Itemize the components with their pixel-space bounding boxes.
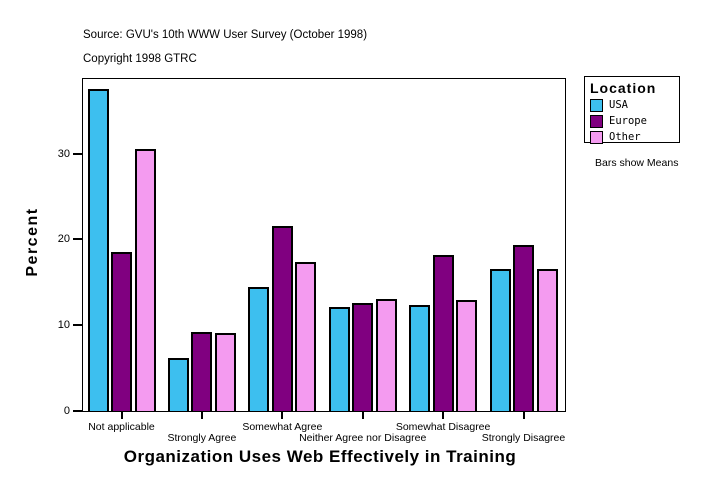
bar-europe-4	[352, 303, 374, 411]
bar-usa-2	[167, 358, 189, 411]
legend-item-label: USA	[609, 99, 628, 111]
x-tick-mark	[361, 412, 364, 419]
bar-other-4	[375, 299, 397, 411]
x-category-label: Neither Agree nor Disagree	[299, 432, 427, 444]
bar-europe-6	[513, 245, 534, 411]
x-tick-mark	[442, 412, 445, 419]
x-category-label: Not applicable	[88, 421, 155, 433]
bar-europe-5	[432, 255, 454, 411]
legend-item-other: Other	[590, 130, 679, 144]
y-tick-label: 30	[57, 147, 70, 160]
bar-other-2	[214, 333, 236, 411]
bar-usa-4	[328, 307, 350, 411]
chart-title: Organization Uses Web Effectively in Tra…	[123, 447, 517, 466]
bar-group	[328, 79, 397, 411]
x-tick-mark	[281, 412, 284, 419]
bar-usa-5	[409, 305, 431, 411]
source-line: Source: GVU's 10th WWW User Survey (Octo…	[83, 29, 368, 41]
copyright-line: Copyright 1998 GTRC	[83, 53, 197, 65]
y-tick-mark	[73, 152, 82, 155]
plot-area	[82, 78, 566, 412]
y-tick-mark	[73, 324, 82, 327]
bar-other-5	[456, 300, 478, 411]
x-tick-mark	[200, 412, 203, 419]
y-tick-label: 10	[57, 319, 70, 332]
legend-swatch-europe	[590, 114, 603, 128]
y-tick-label: 20	[57, 233, 70, 246]
bar-other-6	[536, 269, 558, 411]
y-tick-mark	[73, 238, 82, 241]
legend-swatch-other	[590, 130, 603, 144]
x-category-label: Strongly Agree	[167, 432, 237, 444]
bar-usa-3	[248, 287, 270, 411]
x-category-label: Strongly Disagree	[481, 432, 566, 444]
bar-other-1	[134, 149, 156, 411]
bar-group	[167, 79, 236, 411]
x-category-label: Somewhat Agree	[242, 421, 323, 433]
x-tick-mark	[522, 412, 525, 419]
x-category-label: Somewhat Disagree	[395, 421, 491, 433]
legend-item-europe: Europe	[590, 114, 679, 128]
bar-group	[409, 79, 478, 411]
bar-group	[248, 79, 317, 411]
bar-usa-1	[87, 89, 109, 411]
bar-europe-1	[111, 252, 132, 411]
bar-other-3	[295, 262, 317, 411]
bar-group	[87, 79, 156, 411]
legend-item-label: Other	[609, 131, 641, 143]
y-tick-label: 0	[63, 405, 70, 417]
bar-group	[489, 79, 558, 411]
legend-swatch-usa	[590, 98, 603, 112]
legend-items: USA Europe Other	[590, 98, 679, 144]
bar-usa-6	[489, 269, 511, 411]
y-tick-mark	[73, 410, 82, 412]
bar-europe-2	[191, 332, 213, 411]
legend-note: Bars show Means	[595, 157, 679, 169]
legend-box: Location USA Europe Other	[584, 76, 680, 144]
legend-item-usa: USA	[590, 98, 679, 112]
x-tick-mark	[120, 412, 123, 419]
bar-europe-3	[271, 226, 293, 411]
legend-title: Location	[590, 80, 657, 96]
legend-item-label: Europe	[609, 115, 647, 127]
